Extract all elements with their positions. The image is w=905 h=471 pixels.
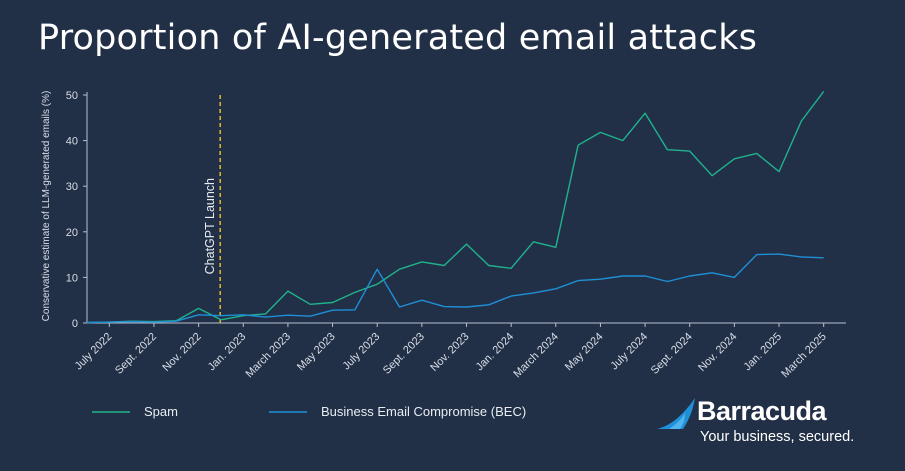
- brand-name: Barracuda: [697, 396, 827, 426]
- barracuda-fin-icon: [657, 398, 695, 429]
- x-tick-label: May 2024: [563, 331, 606, 374]
- x-tick-label: Nov. 2022: [160, 331, 203, 374]
- y-tick-label: 40: [66, 136, 78, 148]
- legend-label: Business Email Compromise (BEC): [321, 404, 526, 419]
- chart-title: Proportion of AI-generated email attacks: [38, 18, 758, 58]
- x-tick-label: Sept. 2023: [381, 331, 427, 377]
- series-line-bec: [86, 253, 824, 324]
- series-line-spam: [86, 90, 825, 324]
- x-tick-label: March 2024: [511, 331, 561, 381]
- y-tick-label: 0: [72, 318, 78, 330]
- annotations: ChatGPT Launch: [203, 95, 221, 323]
- x-tick-label: Jan. 2025: [741, 331, 784, 374]
- y-tick-label: 10: [66, 272, 78, 284]
- legend: Spam Business Email Compromise (BEC): [92, 404, 526, 419]
- brand-tagline: Your business, secured.: [700, 429, 855, 445]
- brand-logo: Barracuda Your business, secured.: [655, 396, 855, 448]
- x-tick-label: Jan. 2023: [206, 331, 249, 374]
- x-tick-label: July 2023: [341, 331, 383, 373]
- annotation-label: ChatGPT Launch: [203, 178, 217, 274]
- x-tick-label: Sept. 2022: [113, 331, 159, 377]
- series-lines: [86, 90, 825, 324]
- y-axis-label: Conservative estimate of LLM-generated e…: [41, 91, 52, 322]
- x-tick-label: Jan. 2024: [474, 331, 517, 374]
- y-tick-label: 30: [66, 181, 78, 193]
- x-tick-label: July 2022: [73, 331, 115, 373]
- x-tick-label: March 2025: [779, 331, 829, 381]
- y-tick-label: 50: [66, 90, 78, 102]
- x-tick-label: May 2023: [295, 331, 338, 374]
- y-axis-label-group: Conservative estimate of LLM-generated e…: [41, 91, 52, 322]
- x-tick-label: March 2023: [243, 331, 293, 381]
- y-tick-label: 20: [66, 227, 78, 239]
- x-tick-label: Sept. 2024: [649, 331, 695, 377]
- x-tick-label: July 2024: [608, 331, 650, 373]
- x-tick-label: Nov. 2023: [428, 331, 471, 374]
- legend-label: Spam: [144, 404, 178, 419]
- x-tick-label: Nov. 2024: [696, 331, 739, 374]
